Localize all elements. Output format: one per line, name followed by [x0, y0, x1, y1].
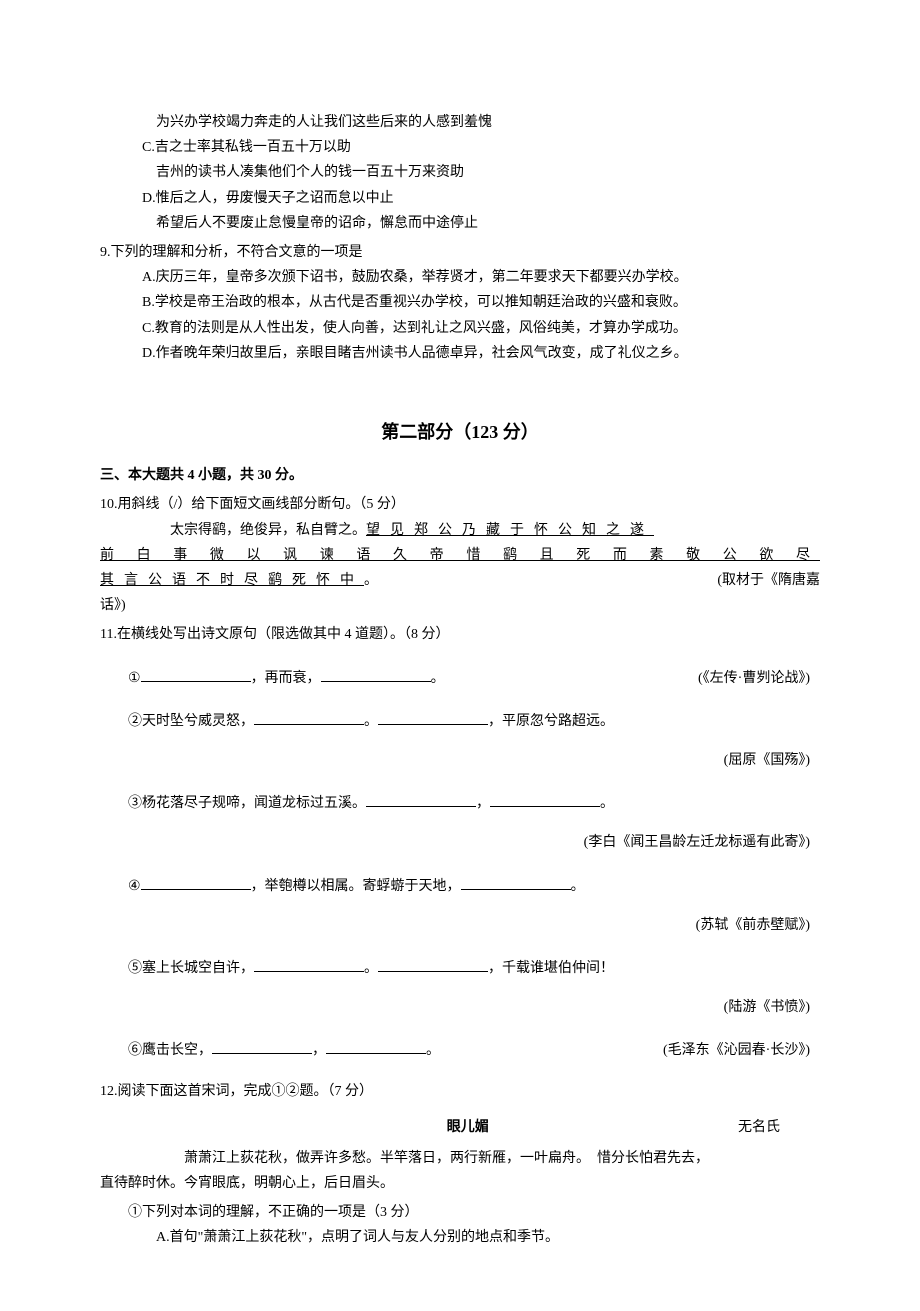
- q11-item-5-pre: 塞上长城空自许，: [142, 961, 254, 976]
- q11-item-2-mid: 。: [364, 714, 378, 729]
- q11-item-3-pre: 杨花落尽子规啼，闻道龙标过五溪。: [142, 796, 366, 811]
- q10-underline-1: 望见郑公乃藏于怀公知之遂: [366, 523, 654, 538]
- section3-heading: 三、本大题共 4 小题，共 30 分。: [100, 463, 820, 488]
- q8-option-c: C.吉之士率其私钱一百五十万以助: [100, 135, 820, 160]
- q11-item-3-mid: ，: [476, 796, 490, 811]
- fill-blank[interactable]: [321, 666, 431, 681]
- q11-item-3-src: (李白《闻王昌龄左迁龙标遥有此寄》): [100, 830, 820, 855]
- q11-item-1-id: ①: [128, 671, 141, 686]
- q11-item-6: ⑥鹰击长空， ， 。 (毛泽东《沁园春·长沙》): [100, 1038, 820, 1063]
- q8-option-d-expl: 希望后人不要废止怠慢皇帝的诏命，懈怠而中途停止: [100, 211, 820, 236]
- q11-item-2-tail: ，平原忽兮路超远。: [488, 714, 614, 729]
- part2-title: 第二部分（123 分）: [100, 416, 820, 448]
- q10-last-left: 其言公语不时尽鹞死怀中。: [100, 568, 378, 593]
- fill-blank[interactable]: [490, 792, 600, 807]
- q11-item-1-mid: ，再而衰，: [251, 671, 321, 686]
- fill-blank[interactable]: [212, 1039, 312, 1054]
- q11-item-5-id: ⑤: [128, 961, 142, 976]
- q10-underline-2: 前白事微以讽谏语久帝惜鹞且死而素敬公欲尽: [100, 548, 820, 563]
- q11-item-5-left: ⑤塞上长城空自许， 。 ，千载谁堪伯仲间！: [128, 956, 614, 981]
- poem-line-2: 直待醉时休。今宵眼底，明朝心上，后日眉头。: [100, 1171, 820, 1196]
- q11-item-2-pre: 天时坠兮威灵怒，: [142, 714, 254, 729]
- fill-blank[interactable]: [378, 957, 488, 972]
- fill-blank[interactable]: [366, 792, 476, 807]
- fill-blank[interactable]: [378, 709, 488, 724]
- q11-item-2-src: (屈原《国殇》): [100, 748, 820, 773]
- q11-item-5-mid: 。: [364, 961, 378, 976]
- q8-option-d: D.惟后之人，毋废慢天子之诏而怠以中止: [100, 186, 820, 211]
- poem-title: 眼儿媚: [100, 1115, 489, 1140]
- q11-item-4-tail: 。: [571, 879, 585, 894]
- q10-source-a: (取材于《隋唐嘉: [717, 568, 820, 593]
- q11-item-2: ②天时坠兮威灵怒， 。 ，平原忽兮路超远。: [100, 709, 820, 734]
- q11-item-4-src: (苏轼《前赤壁赋》): [100, 913, 820, 938]
- poem-author: 无名氏: [489, 1115, 820, 1140]
- q11-item-2-id: ②: [128, 714, 142, 729]
- q11-item-2-left: ②天时坠兮威灵怒， 。 ，平原忽兮路超远。: [128, 709, 614, 734]
- q11-item-6-pre: 鹰击长空，: [142, 1043, 212, 1058]
- q11-item-5-tail: ，千载谁堪伯仲间！: [488, 961, 614, 976]
- q11-item-3-left: ③杨花落尽子规啼，闻道龙标过五溪。 ， 。: [128, 791, 614, 816]
- q11-item-6-tail: 。: [426, 1043, 440, 1058]
- q9-option-d: D.作者晚年荣归故里后，亲眼目睹吉州读书人品德卓异，社会风气改变，成了礼仪之乡。: [100, 341, 820, 366]
- q11-item-3-tail: 。: [600, 796, 614, 811]
- poem-body: 萧萧江上荻花秋，做弄许多愁。半竿落日，两行新雁，一叶扁舟。 惜分长怕君先去，: [100, 1146, 820, 1171]
- q11-item-4: ④ ，举匏樽以相属。寄蜉蝣于天地， 。: [100, 874, 820, 899]
- poem-title-row: 眼儿媚 无名氏: [100, 1115, 820, 1140]
- q11-item-4-left: ④ ，举匏樽以相属。寄蜉蝣于天地， 。: [128, 874, 585, 899]
- q11-item-1: ① ，再而衰， 。 (《左传·曹刿论战》): [100, 666, 820, 691]
- q11-item-5-src: (陆游《书愤》): [100, 995, 820, 1020]
- q10-pre: 太宗得鹞，绝俊异，私自臂之。: [170, 523, 366, 538]
- fill-blank[interactable]: [141, 874, 251, 889]
- q10-underline-2-row: 前白事微以讽谏语久帝惜鹞且死而素敬公欲尽: [100, 543, 820, 568]
- q11-item-5: ⑤塞上长城空自许， 。 ，千载谁堪伯仲间！: [100, 956, 820, 981]
- poem-line-1: 萧萧江上荻花秋，做弄许多愁。半竿落日，两行新雁，一叶扁舟。 惜分长怕君先去，: [156, 1146, 820, 1171]
- fill-blank[interactable]: [326, 1039, 426, 1054]
- fill-blank[interactable]: [141, 666, 251, 681]
- q11-item-3: ③杨花落尽子规啼，闻道龙标过五溪。 ， 。: [100, 791, 820, 816]
- q10-last-row: 其言公语不时尽鹞死怀中。 (取材于《隋唐嘉: [100, 568, 820, 593]
- q11-item-6-mid: ，: [312, 1043, 326, 1058]
- fill-blank[interactable]: [254, 709, 364, 724]
- q11-item-1-left: ① ，再而衰， 。: [128, 666, 445, 691]
- q11-item-1-source: (《左传·曹刿论战》): [698, 666, 820, 691]
- q10-post: 。: [364, 573, 378, 588]
- q9-option-a: A.庆历三年，皇帝多次颁下诏书，鼓励农桑，举荐贤才，第二年要求天下都要兴办学校。: [100, 265, 820, 290]
- q10-passage: 太宗得鹞，绝俊异，私自臂之。望见郑公乃藏于怀公知之遂: [100, 518, 820, 543]
- q10-underline-3: 其言公语不时尽鹞死怀中: [100, 573, 364, 588]
- q9-stem: 9.下列的理解和分析，不符合文意的一项是: [100, 240, 820, 265]
- q11-item-1-tail: 。: [431, 671, 445, 686]
- q11-item-6-id: ⑥: [128, 1043, 142, 1058]
- q12-stem: 12.阅读下面这首宋词，完成①②题。（7 分）: [100, 1079, 820, 1104]
- q12-sub-stem: ①下列对本词的理解，不正确的一项是（3 分）: [100, 1200, 820, 1225]
- q11-item-3-id: ③: [128, 796, 142, 811]
- q11-item-6-source: (毛泽东《沁园春·长沙》): [663, 1038, 820, 1063]
- fill-blank[interactable]: [254, 957, 364, 972]
- q8-option-c-expl: 吉州的读书人凑集他们个人的钱一百五十万来资助: [100, 160, 820, 185]
- q8-option-b-expl: 为兴办学校竭力奔走的人让我们这些后来的人感到羞愧: [100, 110, 820, 135]
- fill-blank[interactable]: [461, 874, 571, 889]
- q9-option-c: C.教育的法则是从人性出发，使人向善，达到礼让之风兴盛，风俗纯美，才算办学成功。: [100, 316, 820, 341]
- q11-stem: 11.在横线处写出诗文原句（限选做其中 4 道题）。（8 分）: [100, 622, 820, 647]
- q11-item-4-id: ④: [128, 879, 141, 894]
- q10-source-b: 话》): [100, 593, 820, 618]
- q9-option-b: B.学校是帝王治政的根本，从古代是否重视兴办学校，可以推知朝廷治政的兴盛和衰败。: [100, 290, 820, 315]
- q11-item-4-mid: ，举匏樽以相属。寄蜉蝣于天地，: [251, 879, 461, 894]
- q11-item-6-left: ⑥鹰击长空， ， 。: [128, 1038, 440, 1063]
- q12-option-a: A.首句"萧萧江上荻花秋"，点明了词人与友人分别的地点和季节。: [100, 1225, 820, 1250]
- q10-stem: 10.用斜线（/）给下面短文画线部分断句。（5 分）: [100, 492, 820, 517]
